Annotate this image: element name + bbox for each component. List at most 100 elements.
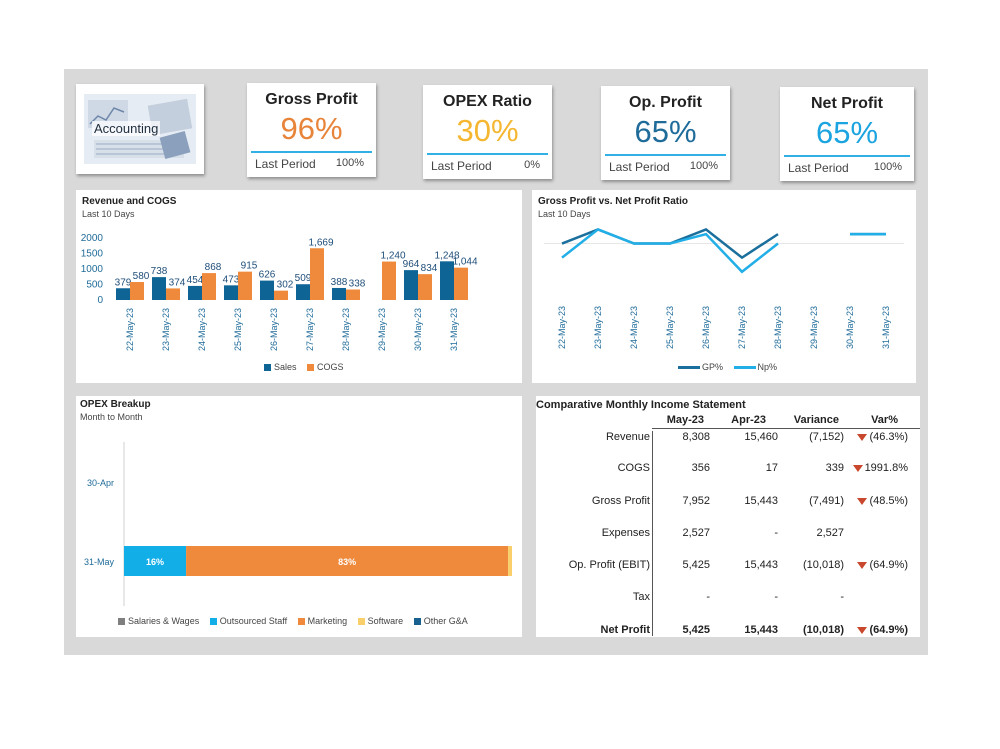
sales-data-label: 379 <box>115 277 132 288</box>
x-tick-label: 28-May-23 <box>773 306 783 349</box>
cogs-data-label: 834 <box>421 263 438 274</box>
income-row: Revenue 8,308 15,460 (7,152) (46.3%) <box>536 431 920 445</box>
cogs-bar <box>202 273 216 300</box>
y-tick-label: 0 <box>97 295 103 306</box>
sales-data-label: 964 <box>403 259 420 270</box>
income-cell-pct: (46.3%) <box>850 431 908 443</box>
accounting-logo: Accounting <box>76 84 204 174</box>
down-arrow-icon <box>857 497 868 505</box>
gp-np-panel: Gross Profit vs. Net Profit Ratio Last 1… <box>532 190 916 383</box>
legend-software: Software <box>357 616 403 626</box>
kpi-value: 65% <box>815 115 879 150</box>
cogs-bar <box>238 271 252 300</box>
income-cell-pct: (64.9%) <box>850 624 908 636</box>
kpi-divider <box>784 155 910 157</box>
legend-sales: Sales <box>264 362 297 372</box>
x-tick-label: 26-May-23 <box>269 308 279 351</box>
income-cell-label: Revenue <box>605 431 650 443</box>
cogs-bar <box>454 267 468 300</box>
income-row: Gross Profit 7,952 15,443 (7,491) (48.5%) <box>536 495 920 509</box>
x-tick-label: 23-May-23 <box>161 308 171 351</box>
x-tick-label: 28-May-23 <box>341 308 351 351</box>
kpi-title: OPEX Ratio <box>443 93 532 110</box>
income-cell-label: Op. Profit (EBIT) <box>568 559 650 571</box>
header-variance: Variance <box>793 414 839 426</box>
legend-swatch <box>118 618 125 626</box>
kpi-divider <box>605 154 726 156</box>
y-tick-label: 30-Apr <box>87 478 114 488</box>
kpi-gross-profit: Gross Profit 96% Last Period 100% <box>247 83 376 177</box>
cogs-data-label: 302 <box>277 280 294 291</box>
income-pct-text: (46.3%) <box>869 431 908 443</box>
x-tick-label: 31-May-23 <box>449 308 459 351</box>
kpi-title: Gross Profit <box>265 91 358 108</box>
legend-swatch <box>209 618 217 626</box>
income-cell-apr: 15,443 <box>744 559 778 571</box>
kpi-value: 96% <box>280 111 343 146</box>
opex-segment-label: 16% <box>146 557 164 567</box>
legend-marketing: Marketing <box>297 616 347 626</box>
x-tick-label: 24-May-23 <box>197 308 207 351</box>
chart-subtitle: Month to Month <box>80 412 143 422</box>
kpi-value: 30% <box>456 113 519 148</box>
income-cell-apr: - <box>774 591 778 603</box>
income-pct-text: 1991.8% <box>864 462 908 474</box>
cogs-data-label: 580 <box>133 271 150 282</box>
gp-np-chart: 22-May-23 23-May-23 24-May-23 25-May-23 26-M… <box>544 227 904 349</box>
logo-label: Accounting <box>92 121 161 136</box>
sales-data-label: 454 <box>187 275 204 286</box>
kpi-divider <box>251 151 372 153</box>
kpi-last-value: 100% <box>873 161 902 173</box>
income-row: Net Profit 5,425 15,443 (10,018) (64.9%) <box>536 624 920 638</box>
legend-swatch <box>307 364 315 372</box>
down-arrow-icon <box>857 561 868 569</box>
header-may: May-23 <box>666 414 704 426</box>
cogs-data-label: 1,240 <box>380 251 405 262</box>
header-rule <box>652 428 920 429</box>
cogs-bar <box>130 282 144 300</box>
opex-segment <box>186 546 509 576</box>
x-tick-label: 25-May-23 <box>665 306 675 349</box>
x-tick-label: 22-May-23 <box>557 306 567 349</box>
legend-outsourced: Outsourced Staff <box>209 616 287 626</box>
revenue-legend: Sales COGS <box>264 362 352 372</box>
legend-swatch <box>297 618 305 626</box>
revenue-cogs-panel: Revenue and COGS Last 10 Days 2000 1500 10… <box>76 190 522 383</box>
y-tick-label: 1500 <box>81 249 104 260</box>
income-cell-apr: 15,443 <box>744 624 778 636</box>
sales-bar <box>404 270 418 300</box>
cogs-bar <box>310 248 324 300</box>
x-tick-label: 27-May-23 <box>737 306 747 349</box>
legend-swatch <box>733 366 756 370</box>
sales-bar <box>260 280 274 300</box>
opex-segment-label: 83% <box>338 557 356 567</box>
kpi-last-value: 100% <box>689 160 718 172</box>
y-tick-label: 2000 <box>81 233 104 244</box>
income-cell-var: (7,152) <box>809 431 844 443</box>
income-cell-apr: 17 <box>765 462 778 474</box>
income-cell-apr: - <box>774 527 778 539</box>
sales-data-label: 473 <box>223 274 240 285</box>
x-tick-label: 30-May-23 <box>413 308 423 351</box>
legend-swatch <box>264 364 271 372</box>
x-tick-label: 31-May-23 <box>881 306 891 349</box>
cogs-bar <box>382 261 396 300</box>
income-cell-apr: 15,443 <box>744 495 778 507</box>
income-pct-text: (48.5%) <box>869 495 908 507</box>
y-tick-label: 500 <box>86 280 103 291</box>
income-cell-label: Expenses <box>601 527 650 539</box>
cogs-bar <box>166 288 180 300</box>
sales-bar <box>116 288 130 300</box>
x-tick-label: 29-May-23 <box>377 308 387 351</box>
income-cell-pct: (64.9%) <box>850 559 908 571</box>
income-cell-var: 2,527 <box>816 527 844 539</box>
x-tick-label: 30-May-23 <box>845 306 855 349</box>
income-cell-may: - <box>706 591 710 603</box>
income-title: Comparative Monthly Income Statement <box>536 399 746 411</box>
kpi-last-label: Last Period <box>788 161 849 175</box>
income-statement: Comparative Monthly Income Statement May… <box>536 396 920 637</box>
income-cell-may: 356 <box>691 462 710 474</box>
cogs-data-label: 868 <box>205 262 222 273</box>
income-cell-may: 5,425 <box>682 559 710 571</box>
